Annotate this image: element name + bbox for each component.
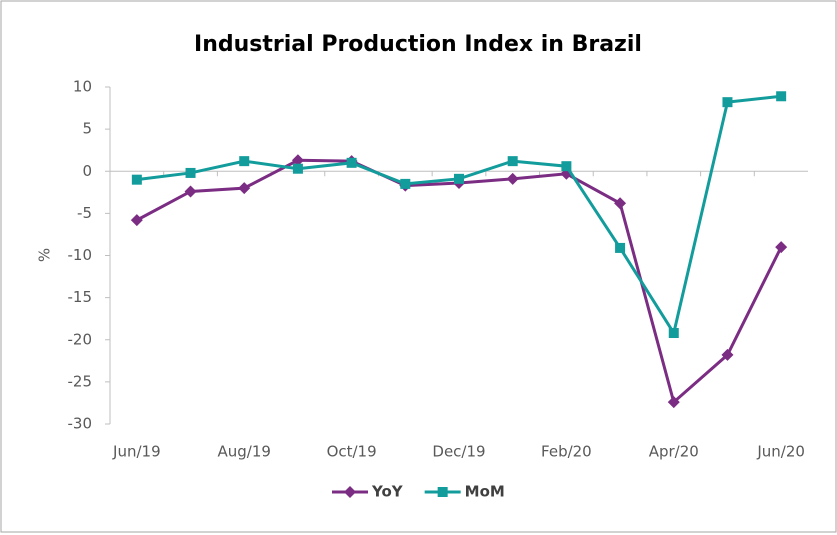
marker: [721, 348, 734, 361]
marker: [667, 396, 680, 409]
marker: [776, 91, 787, 102]
y-tick-label: -15: [68, 288, 93, 306]
marker: [239, 156, 250, 167]
marker: [185, 167, 196, 178]
marker: [291, 154, 304, 167]
x-tick-label: Aug/19: [218, 443, 271, 461]
legend-label: YoY: [371, 483, 404, 501]
marker: [614, 197, 627, 210]
marker: [238, 182, 251, 195]
marker: [722, 97, 733, 108]
marker: [507, 156, 518, 167]
y-tick-label: 0: [82, 162, 92, 180]
marker: [346, 157, 357, 168]
marker: [561, 161, 572, 172]
y-tick-label: -20: [68, 330, 93, 348]
marker: [454, 173, 464, 184]
marker: [292, 163, 303, 174]
marker: [130, 214, 143, 227]
marker: [668, 328, 679, 339]
marker: [400, 178, 411, 189]
y-tick-label: 10: [73, 78, 92, 96]
x-tick-label: Jun/20: [756, 443, 805, 461]
y-tick-label: -5: [77, 204, 92, 222]
marker: [775, 241, 788, 254]
legend-label: MoM: [465, 483, 505, 501]
legend-marker: [344, 486, 356, 498]
y-tick-label: 5: [82, 120, 92, 138]
chart-title: Industrial Production Index in Brazil: [194, 32, 642, 57]
y-tick-label: -10: [68, 246, 93, 264]
x-tick-label: Apr/20: [649, 443, 699, 461]
marker: [615, 242, 626, 253]
x-tick-label: Jun/19: [112, 443, 161, 461]
marker: [131, 174, 142, 185]
x-tick-label: Oct/19: [327, 443, 377, 461]
x-tick-label: Feb/20: [541, 443, 592, 461]
marker: [506, 172, 519, 185]
marker: [184, 185, 197, 198]
x-tick-label: Dec/19: [432, 443, 485, 461]
y-axis-label: %: [36, 248, 54, 262]
y-tick-label: -25: [68, 372, 93, 390]
y-tick-label: -30: [68, 415, 93, 433]
legend-marker: [437, 487, 448, 497]
